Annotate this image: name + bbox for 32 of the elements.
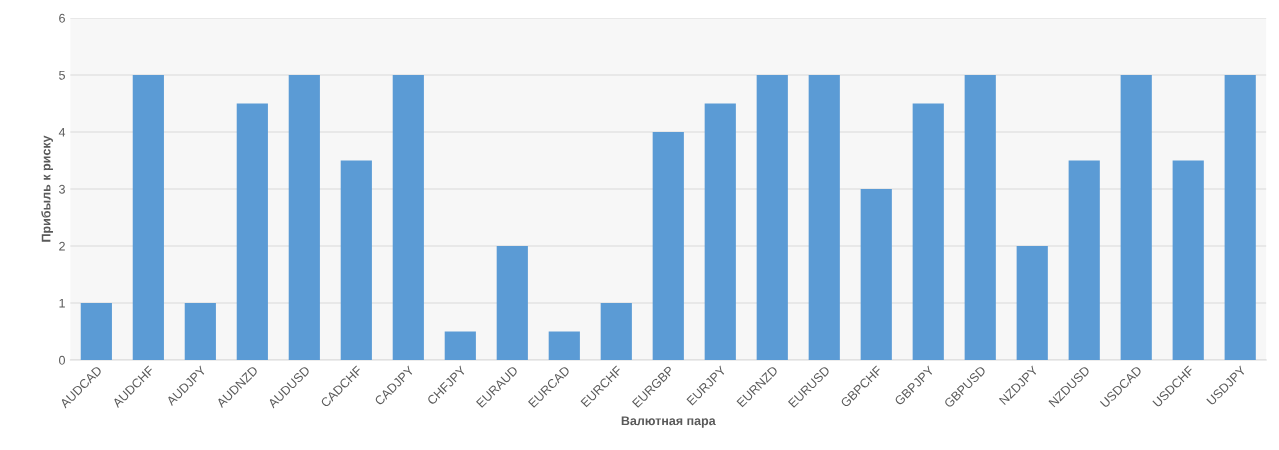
bar <box>236 103 268 360</box>
bar <box>1120 75 1152 360</box>
y-axis-title: Прибыль к риску <box>41 135 53 242</box>
y-tick-label: 6 <box>59 13 65 23</box>
bar <box>392 75 424 360</box>
bar <box>600 303 632 360</box>
bar <box>1068 160 1100 360</box>
bar <box>704 103 736 360</box>
y-tick-label: 5 <box>59 70 65 80</box>
bar <box>652 132 684 360</box>
bar <box>964 75 996 360</box>
bar <box>860 189 892 360</box>
bar <box>80 303 112 360</box>
y-tick-label: 0 <box>59 355 65 365</box>
bar <box>1224 75 1256 360</box>
bar <box>1016 246 1048 360</box>
bar <box>340 160 372 360</box>
bar <box>444 331 476 360</box>
bar <box>184 303 216 360</box>
x-axis-title: Валютная пара <box>621 416 716 428</box>
bar <box>912 103 944 360</box>
bar <box>548 331 580 360</box>
bar <box>496 246 528 360</box>
bar <box>288 75 320 360</box>
y-tick-label: 3 <box>59 184 65 194</box>
y-tick-label: 4 <box>58 127 66 137</box>
bar <box>132 75 164 360</box>
bar <box>756 75 788 360</box>
y-tick-label: 1 <box>59 298 65 308</box>
bar <box>1172 160 1204 360</box>
bar <box>808 75 840 360</box>
y-tick-label: 2 <box>59 241 65 251</box>
